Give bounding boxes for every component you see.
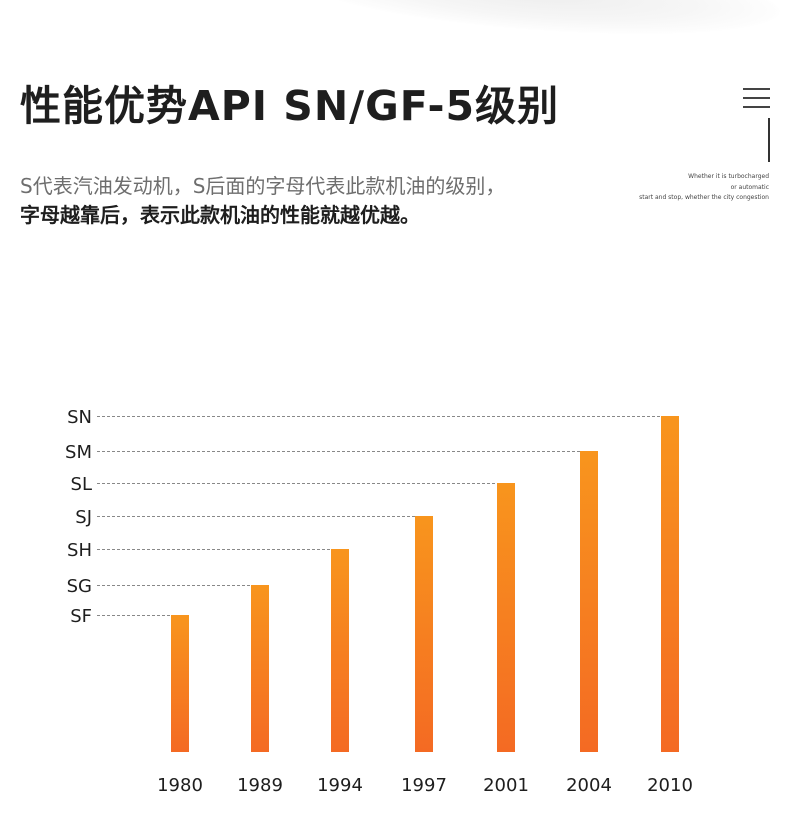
bar [580, 451, 598, 752]
y-tick-label: SF [70, 606, 92, 627]
bar [331, 549, 349, 752]
x-tick-label: 2010 [647, 775, 693, 796]
bar [251, 585, 269, 752]
bar [415, 516, 433, 752]
bar [497, 483, 515, 752]
bar [171, 615, 189, 752]
y-tick-label: SM [65, 442, 92, 463]
x-tick-label: 1989 [237, 775, 283, 796]
y-tick-label: SH [67, 540, 92, 561]
subtitle-line-2: 字母越靠后，表示此款机油的性能就越优越。 [20, 203, 420, 227]
y-tick-label: SL [71, 474, 92, 495]
side-note-line-1: Whether it is turbocharged [688, 173, 769, 180]
side-note-line-3: start and stop, whether the city congest… [639, 194, 769, 201]
x-tick-label: 2004 [566, 775, 612, 796]
menu-icon[interactable] [743, 88, 770, 108]
x-tick-label: 1997 [401, 775, 447, 796]
x-tick-label: 2001 [483, 775, 529, 796]
page-title: 性能优势API SN/GF-5级别 [20, 82, 560, 130]
bar [661, 416, 679, 752]
y-tick-label: SJ [75, 507, 92, 528]
side-note: Whether it is turbocharged or automatic … [639, 172, 769, 204]
y-tick-label: SG [67, 576, 92, 597]
subtitle: S代表汽油发动机，S后面的字母代表此款机油的级别， 字母越靠后，表示此款机油的性… [20, 172, 505, 230]
subtitle-line-1: S代表汽油发动机，S后面的字母代表此款机油的级别， [20, 174, 506, 198]
side-note-line-2: or automatic [730, 183, 769, 191]
vertical-divider [768, 118, 770, 162]
x-tick-label: 1980 [157, 775, 203, 796]
y-tick-label: SN [67, 407, 92, 428]
x-tick-label: 1994 [317, 775, 363, 796]
